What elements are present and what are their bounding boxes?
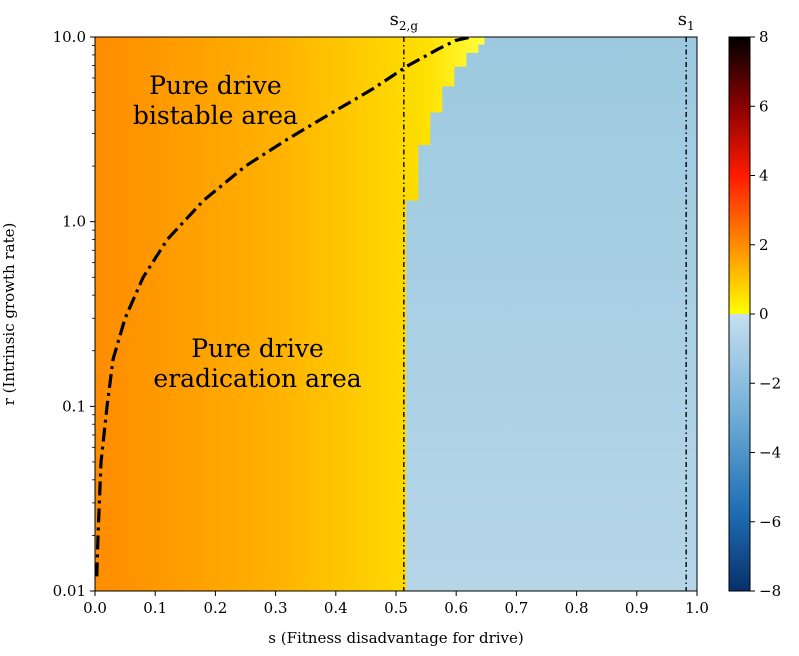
x-tick-label: 0.7: [504, 599, 528, 617]
colorbar-tick-label: 8: [759, 28, 769, 46]
y-axis: 0.01 0.1 1.0 10.0: [53, 28, 95, 600]
x-tick-label: 0.2: [203, 599, 227, 617]
region-annotation: eradication area: [153, 364, 361, 393]
vertical-line-label: s2,g: [390, 9, 419, 33]
y-tick-label: 10.0: [53, 28, 86, 46]
x-tick-label: 0.5: [384, 599, 408, 617]
plot-area: [95, 37, 697, 591]
x-tick-label: 0.0: [83, 599, 107, 617]
x-tick-label: 0.1: [143, 599, 167, 617]
colorbar-tick-label: −4: [759, 444, 781, 462]
region-annotation: Pure drive: [149, 71, 281, 100]
colorbar-tick-label: 0: [759, 305, 769, 323]
colorbar-tick-label: 6: [759, 97, 769, 115]
colorbar-positive-band: [729, 37, 750, 314]
colorbar-negative-band: [729, 314, 750, 591]
x-tick-label: 0.9: [625, 599, 649, 617]
y-tick-label: 1.0: [62, 213, 86, 231]
x-axis: 0.0 0.1 0.2 0.3 0.4 0.5 0.6 0.7 0.8 0.9 1.0: [83, 591, 709, 617]
y-tick-label: 0.1: [62, 397, 86, 415]
x-axis-label: s (Fitness disadvantage for drive): [268, 629, 523, 647]
x-tick-label: 0.4: [324, 599, 348, 617]
y-axis-label: r (Intrinsic growth rate): [0, 223, 18, 406]
region-annotation: bistable area: [133, 101, 298, 130]
x-tick-label: 1.0: [685, 599, 709, 617]
colorbar-tick-label: 4: [759, 167, 769, 185]
x-tick-label: 0.3: [264, 599, 288, 617]
vertical-line-label: s1: [678, 9, 695, 33]
colorbar-tick-label: −2: [759, 374, 781, 392]
x-tick-label: 0.8: [565, 599, 589, 617]
boundary-curve: [95, 37, 472, 577]
region-annotation: Pure drive: [191, 334, 323, 363]
y-tick-label: 0.01: [53, 582, 86, 600]
colorbar: 8 6 4 2 0 −2 −4 −6 −8: [728, 28, 781, 600]
heatmap-positive-region: [95, 37, 485, 591]
x-tick-label: 0.6: [444, 599, 468, 617]
vertical-lines: s2,g s1: [390, 9, 695, 591]
colorbar-tick-label: −8: [759, 582, 781, 600]
colorbar-tick-label: −6: [759, 513, 781, 531]
colorbar-tick-label: 2: [759, 236, 769, 254]
